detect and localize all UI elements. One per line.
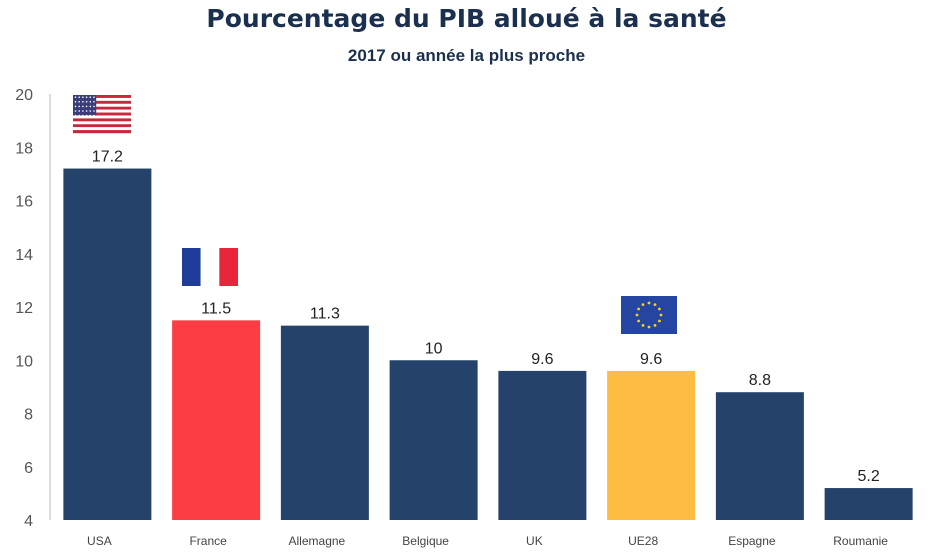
data-label: 5.2 (858, 468, 880, 485)
y-tick-label: 14 (15, 247, 33, 264)
category-label: UE28 (628, 534, 658, 548)
y-tick-label: 8 (24, 407, 33, 424)
category-label: France (189, 534, 227, 548)
category-label: USA (87, 534, 112, 548)
y-tick-label: 16 (15, 194, 33, 211)
bar-espagne (715, 392, 804, 520)
bar-belgique (389, 360, 478, 520)
chart-subtitle: 2017 ou année la plus proche (347, 46, 586, 65)
data-label: 8.8 (749, 372, 771, 389)
y-tick-label: 10 (15, 353, 33, 370)
data-label: 17.2 (92, 149, 123, 166)
france-flag-icon (182, 248, 238, 286)
data-label: 11.5 (201, 300, 231, 317)
data-label: 11.3 (310, 306, 340, 323)
bar-uk (498, 370, 587, 520)
category-label: Allemagne (289, 534, 346, 548)
data-label: 10 (425, 340, 443, 357)
y-tick-label: 12 (15, 300, 33, 317)
eu-flag-icon (621, 296, 677, 334)
data-label: 9.6 (531, 351, 553, 368)
category-label: Espagne (728, 534, 776, 548)
category-label: UK (526, 534, 543, 548)
category-label: Roumanie (833, 534, 888, 548)
bar-france (172, 320, 261, 520)
chart-title: Pourcentage du PIB alloué à la santé (206, 4, 727, 33)
y-tick-label: 20 (15, 87, 33, 104)
bar-ue28 (607, 370, 696, 520)
usa-flag-icon (73, 95, 131, 134)
category-label: Belgique (402, 534, 449, 548)
y-tick-label: 6 (24, 460, 33, 477)
bar-allemagne (280, 325, 369, 520)
y-tick-label: 4 (24, 513, 33, 530)
bar-usa (63, 168, 152, 521)
y-tick-label: 18 (15, 140, 33, 157)
bar-roumanie (824, 488, 913, 520)
data-label: 9.6 (640, 351, 662, 368)
